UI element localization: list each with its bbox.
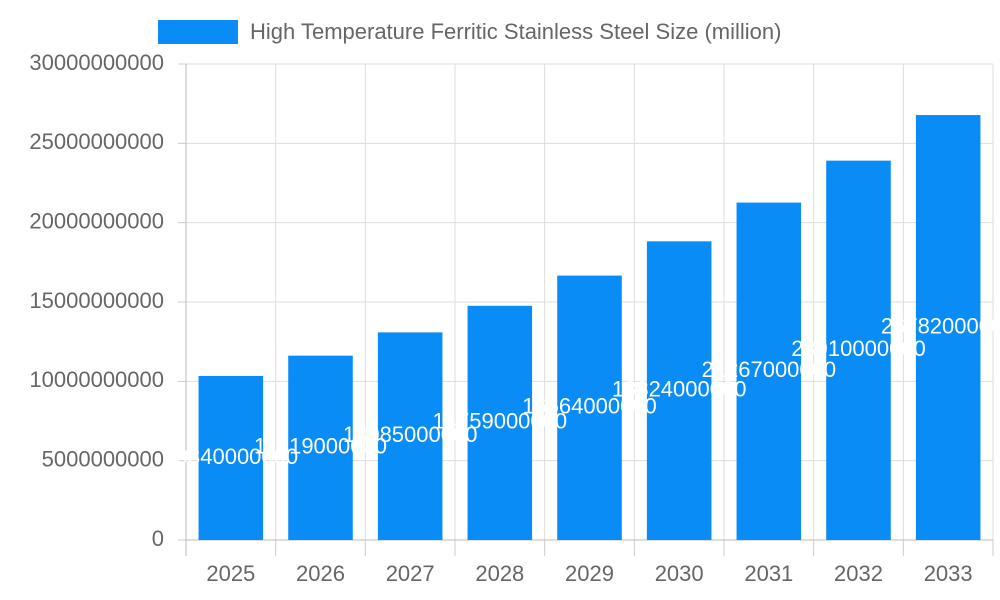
legend-swatch	[158, 20, 238, 44]
data-label: 14759000000	[433, 409, 568, 434]
x-tick-label: 2026	[296, 561, 345, 586]
bar	[736, 202, 802, 540]
x-tick-label: 2030	[655, 561, 704, 586]
data-label: 16664000000	[522, 394, 657, 419]
data-label: 10340000000	[164, 444, 299, 469]
data-label: 11619000000	[254, 434, 387, 459]
y-tick-label: 5000000000	[42, 446, 164, 471]
y-tick-label: 10000000000	[29, 367, 164, 392]
data-label: 21267000000	[702, 357, 837, 382]
y-tick-label: 20000000000	[29, 208, 164, 233]
y-tick-label: 25000000000	[29, 129, 164, 154]
y-tick-label: 30000000000	[29, 50, 164, 75]
x-tick-label: 2029	[565, 561, 614, 586]
bar	[467, 305, 533, 540]
y-tick-label: 15000000000	[29, 288, 164, 313]
x-tick-label: 2031	[744, 561, 793, 586]
x-tick-label: 2033	[924, 561, 973, 586]
data-label: 18824000000	[612, 376, 747, 401]
bar	[915, 115, 981, 541]
legend-label: High Temperature Ferritic Stainless Stee…	[250, 19, 781, 44]
bar	[198, 375, 264, 540]
bar	[646, 241, 712, 540]
data-label: 23910000000	[791, 336, 926, 361]
x-tick-label: 2028	[475, 561, 524, 586]
data-label: 26782000000	[881, 313, 1000, 338]
data-label: 13085000000	[343, 422, 478, 447]
x-tick-label: 2032	[834, 561, 883, 586]
x-tick-label: 2025	[206, 561, 255, 586]
bar	[288, 355, 353, 540]
bar	[557, 275, 622, 540]
bar	[377, 332, 443, 540]
y-tick-label: 0	[152, 526, 164, 551]
bar	[826, 160, 891, 541]
x-tick-label: 2027	[386, 561, 435, 586]
